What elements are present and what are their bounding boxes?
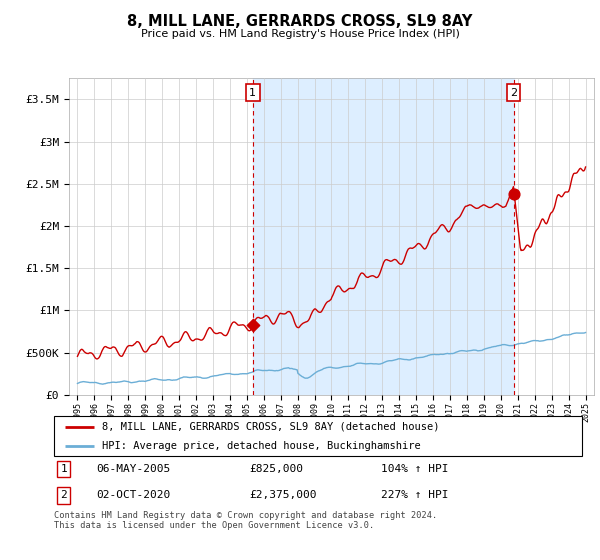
- Text: 227% ↑ HPI: 227% ↑ HPI: [382, 491, 449, 501]
- Text: 06-MAY-2005: 06-MAY-2005: [96, 464, 170, 474]
- Bar: [253, 78, 514, 395]
- Text: Price paid vs. HM Land Registry's House Price Index (HPI): Price paid vs. HM Land Registry's House …: [140, 29, 460, 39]
- Text: 02-OCT-2020: 02-OCT-2020: [96, 491, 170, 501]
- Text: 1: 1: [249, 87, 256, 97]
- Text: £2,375,000: £2,375,000: [250, 491, 317, 501]
- Text: £825,000: £825,000: [250, 464, 304, 474]
- Text: HPI: Average price, detached house, Buckinghamshire: HPI: Average price, detached house, Buck…: [101, 441, 420, 450]
- FancyBboxPatch shape: [54, 416, 582, 456]
- Point: [248, 321, 257, 330]
- Text: 2: 2: [510, 87, 517, 97]
- Text: 8, MILL LANE, GERRARDS CROSS, SL9 8AY: 8, MILL LANE, GERRARDS CROSS, SL9 8AY: [127, 14, 473, 29]
- Text: 104% ↑ HPI: 104% ↑ HPI: [382, 464, 449, 474]
- Text: Contains HM Land Registry data © Crown copyright and database right 2024.
This d: Contains HM Land Registry data © Crown c…: [54, 511, 437, 530]
- Text: 2: 2: [61, 491, 67, 501]
- Point: [509, 190, 518, 199]
- Text: 1: 1: [61, 464, 67, 474]
- Text: 8, MILL LANE, GERRARDS CROSS, SL9 8AY (detached house): 8, MILL LANE, GERRARDS CROSS, SL9 8AY (d…: [101, 422, 439, 432]
